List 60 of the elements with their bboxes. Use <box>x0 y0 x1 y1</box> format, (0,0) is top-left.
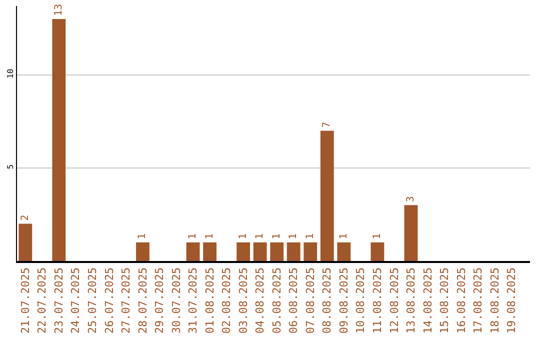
bar <box>270 242 284 261</box>
x-tick-label: 01.08.2025 <box>203 267 216 334</box>
data-label: 1 <box>188 233 199 240</box>
x-tick-label: 18.08.2025 <box>488 267 502 334</box>
x-tick-label: 27.07.2025 <box>120 267 133 334</box>
x-tick-label: 08.08.2025 <box>320 267 334 334</box>
x-tick-label: 16.08.2025 <box>454 267 468 334</box>
data-label: 3 <box>405 196 416 202</box>
bar <box>286 242 300 261</box>
bar <box>337 242 351 261</box>
bar <box>304 242 318 261</box>
x-tick-label: 28.07.2025 <box>136 267 150 334</box>
bar <box>203 242 216 261</box>
bar <box>320 130 334 261</box>
x-tick-label: 02.08.2025 <box>220 267 234 334</box>
data-label: 1 <box>271 233 282 240</box>
x-tick-label: 13.08.2025 <box>404 267 418 334</box>
data-label: 1 <box>338 233 350 240</box>
data-label: 1 <box>137 233 148 240</box>
x-tick-label: 29.07.2025 <box>153 267 166 334</box>
x-tick-label: 04.08.2025 <box>254 267 267 334</box>
data-label: 1 <box>204 233 216 240</box>
bar <box>136 242 150 261</box>
x-tick-label: 25.07.2025 <box>86 267 100 334</box>
x-tick-label: 09.08.2025 <box>337 267 350 334</box>
data-label: 7 <box>322 122 333 128</box>
x-tick-label: 17.08.2025 <box>472 267 485 334</box>
x-tick-label: 15.08.2025 <box>438 267 452 334</box>
y-tick-label: 5 <box>6 164 15 170</box>
x-tick-label: 30.07.2025 <box>170 267 183 334</box>
x-tick-label: 19.08.2025 <box>505 267 518 334</box>
bar <box>52 19 66 261</box>
x-tick-label: 11.08.2025 <box>371 267 384 334</box>
x-tick-label: 22.07.2025 <box>36 267 49 334</box>
bar <box>186 242 200 261</box>
bar <box>404 205 418 261</box>
data-label: 1 <box>288 233 300 240</box>
data-label: 1 <box>304 233 316 240</box>
x-tick-label: 12.08.2025 <box>388 267 401 334</box>
bar <box>370 242 384 261</box>
bar <box>18 224 32 261</box>
bar <box>253 242 267 261</box>
x-tick-label: 23.07.2025 <box>52 267 66 334</box>
x-tick-label: 06.08.2025 <box>287 267 300 334</box>
data-label: 1 <box>372 233 383 240</box>
x-tick-label: 03.08.2025 <box>236 267 250 334</box>
x-tick-label: 21.07.2025 <box>18 267 32 334</box>
data-label: 13 <box>53 4 64 16</box>
x-tick-label: 05.08.2025 <box>270 267 284 334</box>
x-tick-label: 24.07.2025 <box>69 267 82 334</box>
bar <box>236 242 250 261</box>
data-label: 1 <box>238 233 249 240</box>
data-label: 1 <box>254 233 266 240</box>
x-tick-label: 14.08.2025 <box>421 267 434 334</box>
x-tick-label: 31.07.2025 <box>186 267 200 334</box>
y-tick-label: 10 <box>6 68 15 78</box>
x-tick-label: 26.07.2025 <box>102 267 116 334</box>
x-tick-label: 10.08.2025 <box>354 267 368 334</box>
x-tick-label: 07.08.2025 <box>304 267 317 334</box>
data-label: 2 <box>20 214 31 221</box>
